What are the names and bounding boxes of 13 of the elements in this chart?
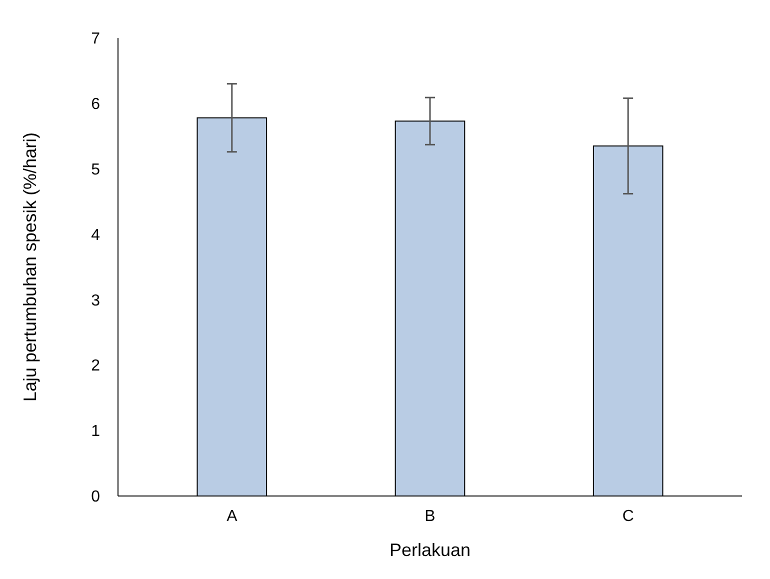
y-tick-label: 3 [91,292,100,310]
y-tick-label: 1 [91,423,100,440]
y-tick-label: 7 [91,30,100,48]
y-axis-title: Laju pertumbuhan spesik (%/hari) [20,132,40,402]
x-tick-label: B [424,508,436,525]
x-axis-title: Perlakuan [389,540,471,560]
y-tick-label: 4 [91,226,100,244]
x-tick-label: A [226,508,238,525]
y-tick-label: 6 [91,96,100,114]
x-tick-label: C [622,508,634,525]
y-tick-label: 5 [91,161,100,178]
y-tick-label: 2 [91,358,100,375]
y-tick-label: 0 [91,488,100,506]
